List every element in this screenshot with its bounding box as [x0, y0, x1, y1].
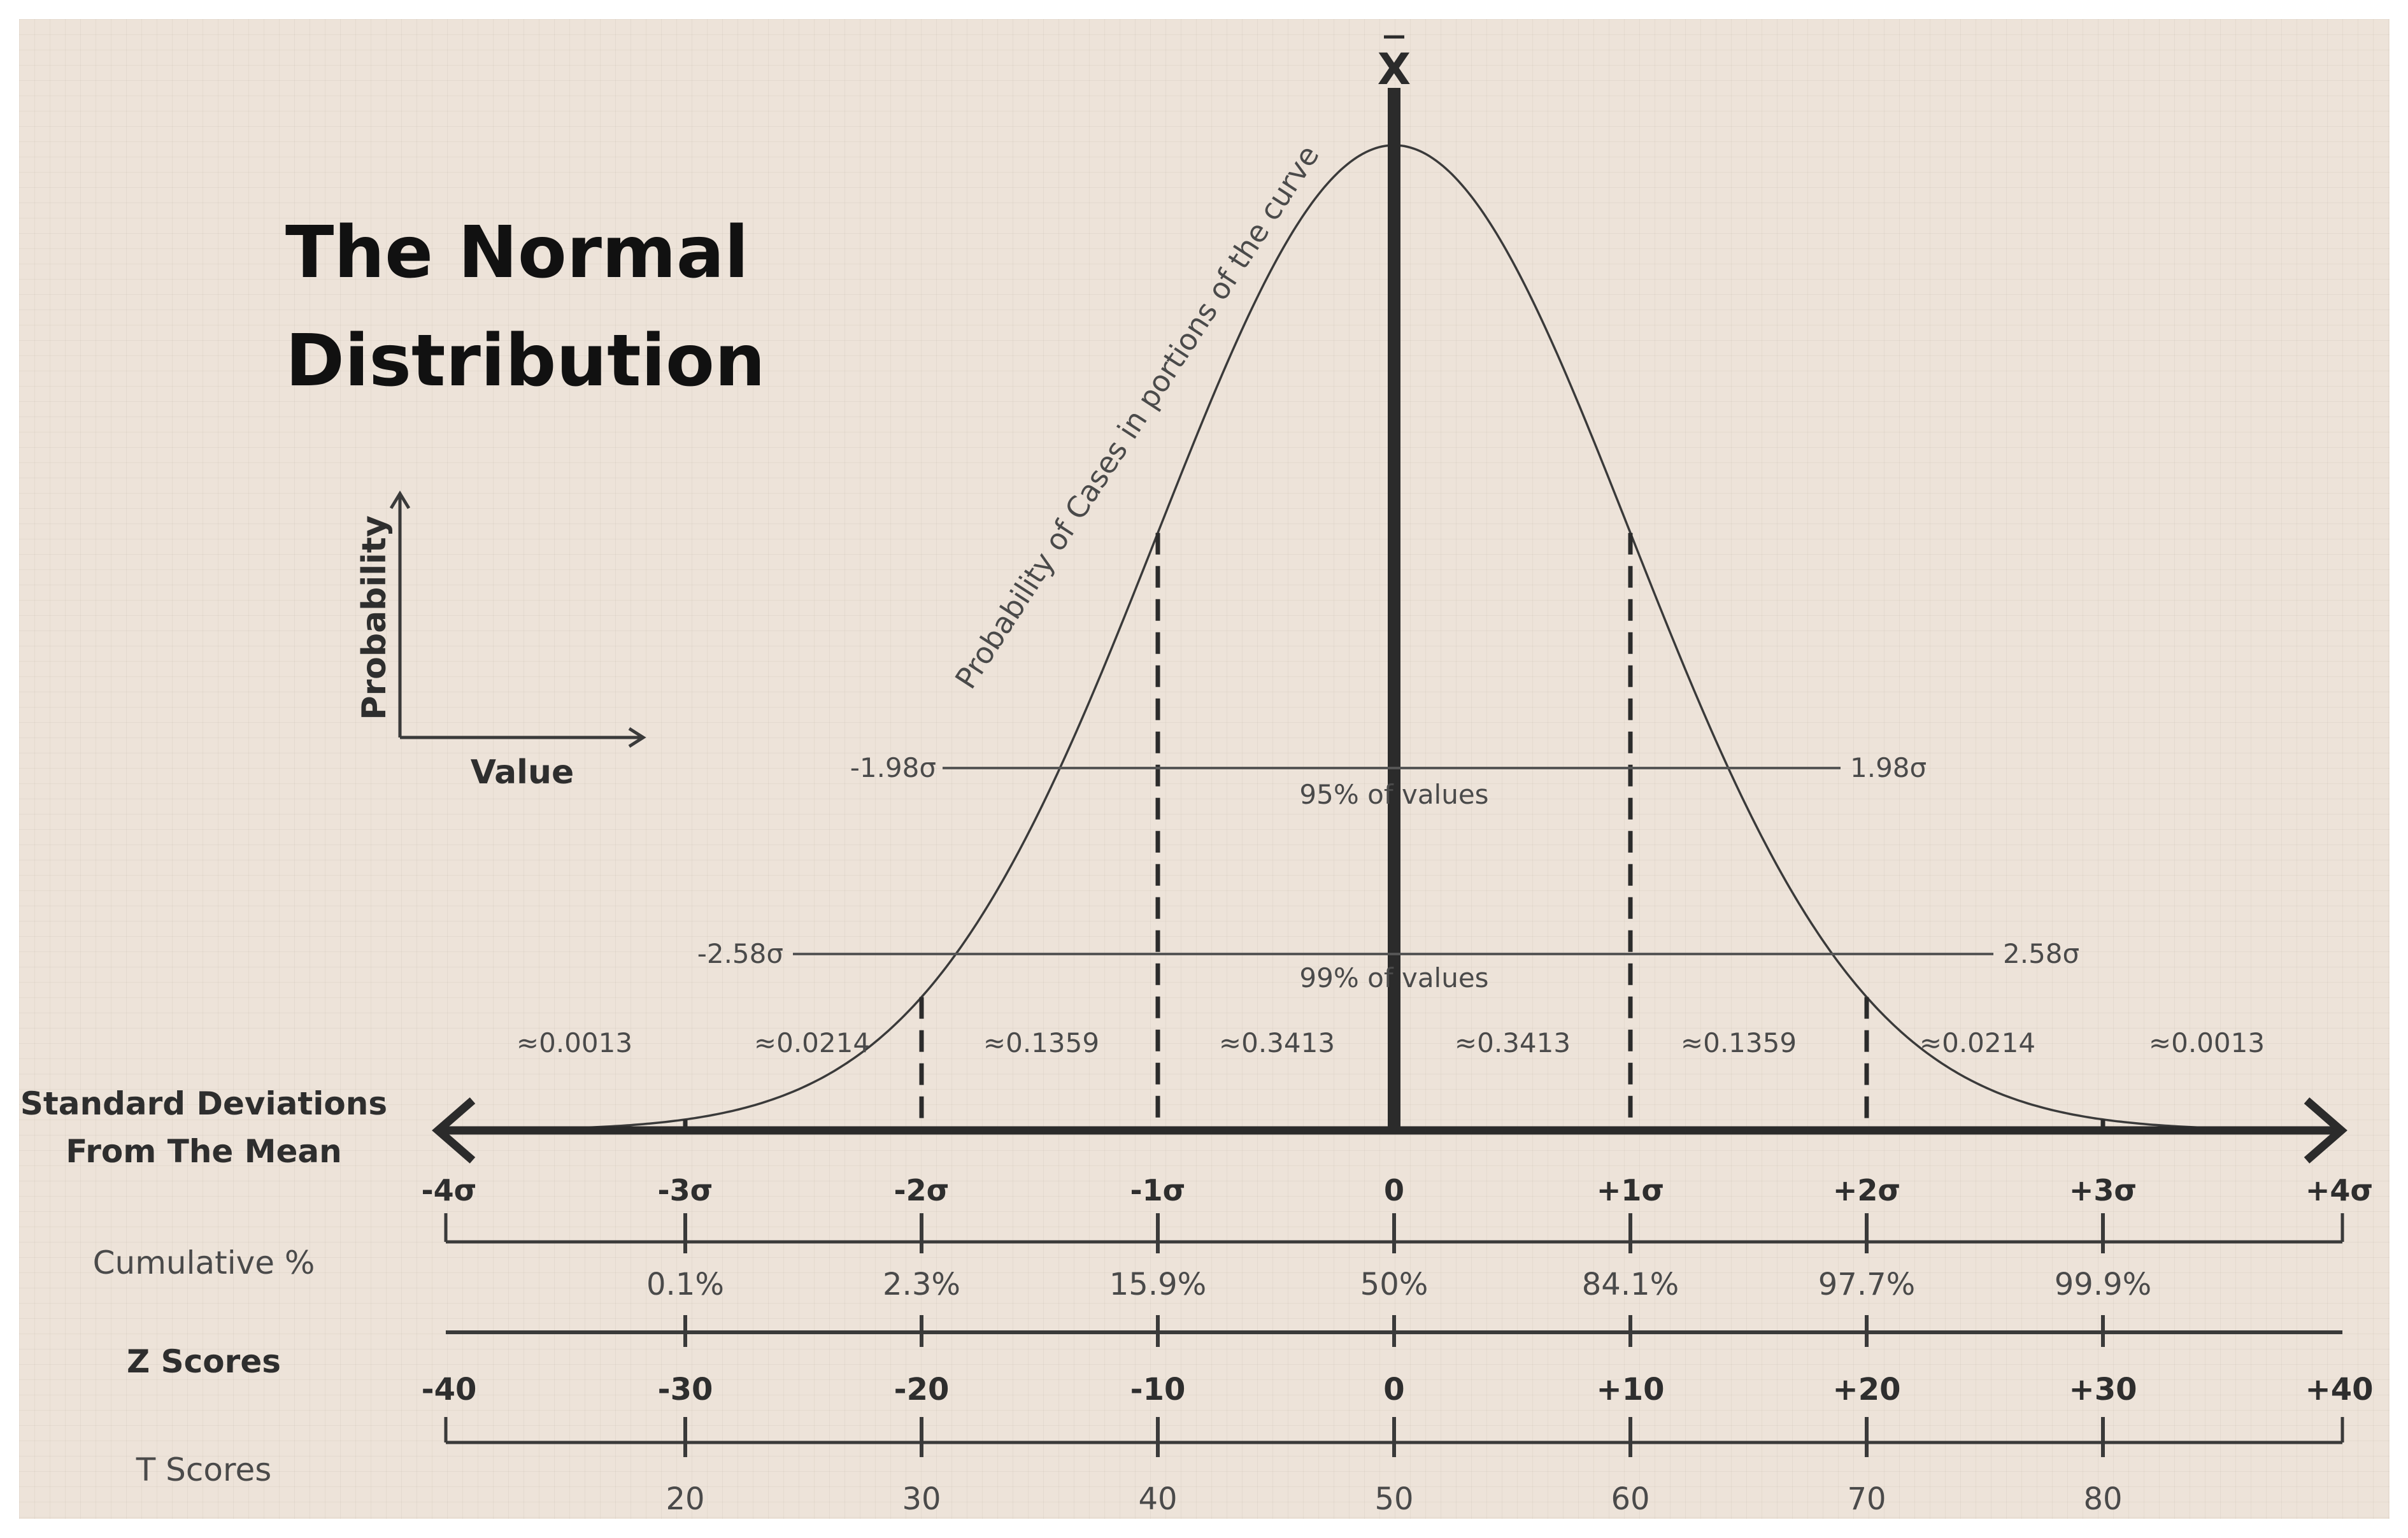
- cumulative-tick-label: 97.7%: [1818, 1267, 1915, 1302]
- region-labels: ≈0.0013 ≈0.0214 ≈0.1359 ≈0.3413 ≈0.3413 …: [517, 1027, 2265, 1058]
- std-dev-tick-label: +1σ: [1597, 1173, 1664, 1207]
- sigma-lines: [683, 532, 2105, 1130]
- t-scores-label: T Scores: [136, 1451, 272, 1488]
- std-dev-tick-label: +4σ: [2305, 1173, 2373, 1207]
- normal-distribution-diagram: The Normal Distribution Probability Valu…: [19, 19, 2390, 1519]
- diagram-svg: The Normal Distribution Probability Valu…: [20, 35, 2374, 1517]
- std-dev-tick-label: -1σ: [1130, 1173, 1186, 1207]
- t-score-tick-label: 40: [1138, 1481, 1177, 1517]
- interval-95: -1.98σ 1.98σ 95% of values: [850, 752, 1927, 810]
- interval-99: -2.58σ 2.58σ 99% of values: [697, 938, 2079, 993]
- std-dev-tick-label: -4σ: [422, 1173, 477, 1207]
- std-dev-label-line-2: From The Mean: [66, 1133, 342, 1170]
- region-label: ≈0.3413: [1219, 1027, 1335, 1058]
- interval-99-label: 99% of values: [1299, 962, 1488, 993]
- t-score-tick-label: 80: [2083, 1481, 2122, 1517]
- interval-95-right: 1.98σ: [1850, 752, 1927, 783]
- interval-99-left: -2.58σ: [697, 938, 783, 969]
- mini-x-arrow-icon: [628, 727, 646, 748]
- cumulative-tick-label: 0.1%: [646, 1267, 724, 1302]
- cumulative-label: Cumulative %: [93, 1244, 315, 1281]
- region-label: ≈0.0013: [2149, 1027, 2265, 1058]
- cumulative-tick-label: 99.9%: [2055, 1267, 2151, 1302]
- tick-rows: -4σ -3σ -2σ -1σ 0 +1σ +2σ +3σ +4σ 0.1% 2.3% 15.9% 50…: [422, 1173, 2374, 1517]
- t-score-tick-label: 50: [1374, 1481, 1413, 1517]
- region-label: ≈0.0013: [517, 1027, 632, 1058]
- interval-99-right: 2.58σ: [2003, 938, 2079, 969]
- region-label: ≈0.0214: [1920, 1027, 2035, 1058]
- axis-left-arrow-icon: [432, 1097, 476, 1164]
- interval-95-label: 95% of values: [1299, 779, 1488, 810]
- title-line-1: The Normal: [285, 211, 749, 294]
- std-dev-label-line-1: Standard Deviations: [20, 1085, 387, 1122]
- z-score-tick-label: +20: [1832, 1372, 1900, 1407]
- std-dev-tick-label: 0: [1384, 1173, 1404, 1207]
- std-dev-tick-label: +3σ: [2069, 1173, 2137, 1207]
- z-score-tick-label: 0: [1383, 1372, 1404, 1407]
- region-label: ≈0.3413: [1455, 1027, 1571, 1058]
- title-line-2: Distribution: [285, 320, 766, 402]
- z-score-tick-label: +10: [1596, 1372, 1664, 1407]
- cumulative-tick-label: 50%: [1360, 1267, 1428, 1302]
- region-label: ≈0.0214: [754, 1027, 870, 1058]
- z-scores-label: Z Scores: [127, 1343, 281, 1380]
- mini-y-arrow-icon: [389, 490, 411, 509]
- t-score-tick-label: 60: [1611, 1481, 1649, 1517]
- z-score-tick-label: +40: [2305, 1372, 2373, 1407]
- interval-95-left: -1.98σ: [850, 752, 936, 783]
- t-score-tick-label: 70: [1847, 1481, 1886, 1517]
- mean-symbol: X: [1378, 45, 1411, 95]
- z-score-tick-label: +30: [2069, 1372, 2137, 1407]
- std-dev-tick-label: -3σ: [658, 1173, 713, 1207]
- t-score-tick-label: 30: [902, 1481, 941, 1517]
- cumulative-tick-label: 15.9%: [1109, 1267, 1206, 1302]
- t-score-tick-label: 20: [666, 1481, 704, 1517]
- z-score-tick-label: -30: [658, 1372, 713, 1407]
- region-label: ≈0.1359: [983, 1027, 1099, 1058]
- cumulative-tick-label: 84.1%: [1582, 1267, 1679, 1302]
- cumulative-tick-label: 2.3%: [883, 1267, 960, 1302]
- mini-x-label: Value: [471, 753, 574, 792]
- std-dev-tick-label: +2σ: [1833, 1173, 1900, 1207]
- mini-y-label: Probability: [355, 515, 394, 720]
- z-score-tick-label: -10: [1130, 1372, 1186, 1407]
- std-dev-tick-label: -2σ: [894, 1173, 950, 1207]
- region-label: ≈0.1359: [1681, 1027, 1797, 1058]
- axis-right-arrow-icon: [2304, 1097, 2347, 1164]
- curve-label: Probability of Cases in portions of the …: [948, 139, 1326, 695]
- z-score-tick-label: -40: [422, 1372, 477, 1407]
- z-score-tick-label: -20: [894, 1372, 950, 1407]
- mini-axes: Probability Value: [355, 490, 646, 792]
